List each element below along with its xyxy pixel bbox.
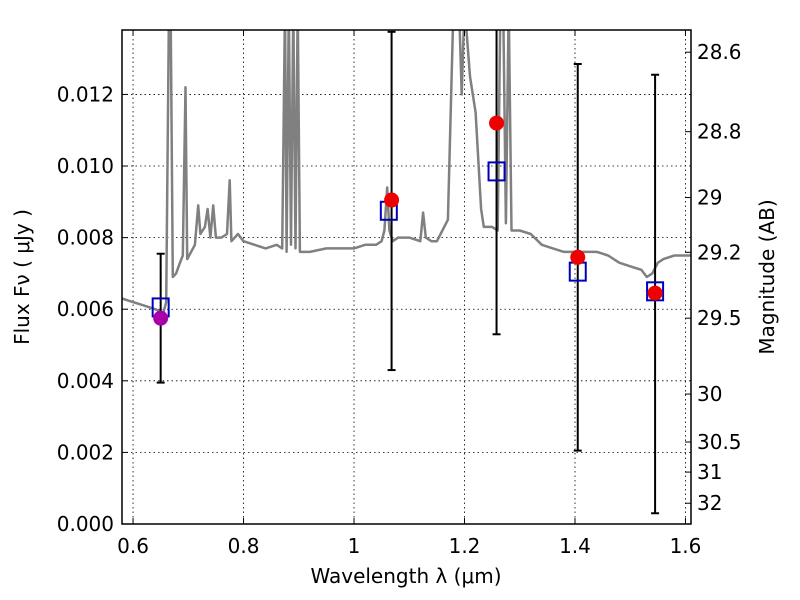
observed-flux-marker: [384, 192, 400, 208]
right-tick-label: 28.6: [697, 40, 742, 64]
x-tick-label: 0.8: [228, 534, 260, 558]
right-tick-label: 28.8: [697, 120, 742, 144]
y-tick-label: 0.002: [57, 440, 114, 464]
observed-flux-marker: [647, 285, 663, 301]
right-tick-label: 32: [697, 491, 722, 515]
y-axis-label: Flux Fν ( μJy ): [10, 209, 34, 345]
x-tick-label: 0.6: [117, 534, 149, 558]
x-tick-label: 1: [348, 534, 361, 558]
plot-frame: [121, 29, 692, 525]
right-y-axis-label: Magnitude (AB): [755, 199, 779, 354]
x-axis-label: Wavelength λ (μm): [310, 564, 501, 588]
right-tick-label: 29.5: [697, 306, 742, 330]
observed-flux-marker: [570, 249, 586, 265]
right-tick-label: 31: [697, 460, 722, 484]
right-tick-label: 30.5: [697, 430, 742, 454]
axis-ticks: 0.6 0.8 1 1.2 1.4 1.6 0.000 0.002 0.004 0.006 0.00…: [57, 30, 742, 558]
model-spectrum-line: [122, 30, 691, 315]
model-photometry-marker: [487, 161, 506, 182]
observed-flux-marker: [489, 115, 505, 131]
grid: [122, 30, 691, 525]
y-tick-label: 0.008: [57, 226, 114, 250]
model-spectrum-layer: [122, 30, 691, 315]
x-tick-label: 1.6: [670, 534, 702, 558]
x-tick-label: 1.2: [449, 534, 481, 558]
y-tick-label: 0.006: [57, 297, 114, 321]
y-tick-label: 0.010: [57, 154, 114, 178]
marker-layer: [151, 115, 665, 326]
y-tick-label: 0.000: [57, 512, 114, 536]
right-tick-label: 29.2: [697, 240, 742, 264]
right-tick-label: 29: [697, 186, 722, 210]
x-tick-label: 1.4: [559, 534, 591, 558]
errorbar-layer: [156, 30, 660, 515]
y-tick-label: 0.004: [57, 369, 114, 393]
observed-flux-marker: [153, 310, 169, 326]
right-tick-label: 30: [697, 382, 722, 406]
y-tick-label: 0.012: [57, 82, 114, 106]
